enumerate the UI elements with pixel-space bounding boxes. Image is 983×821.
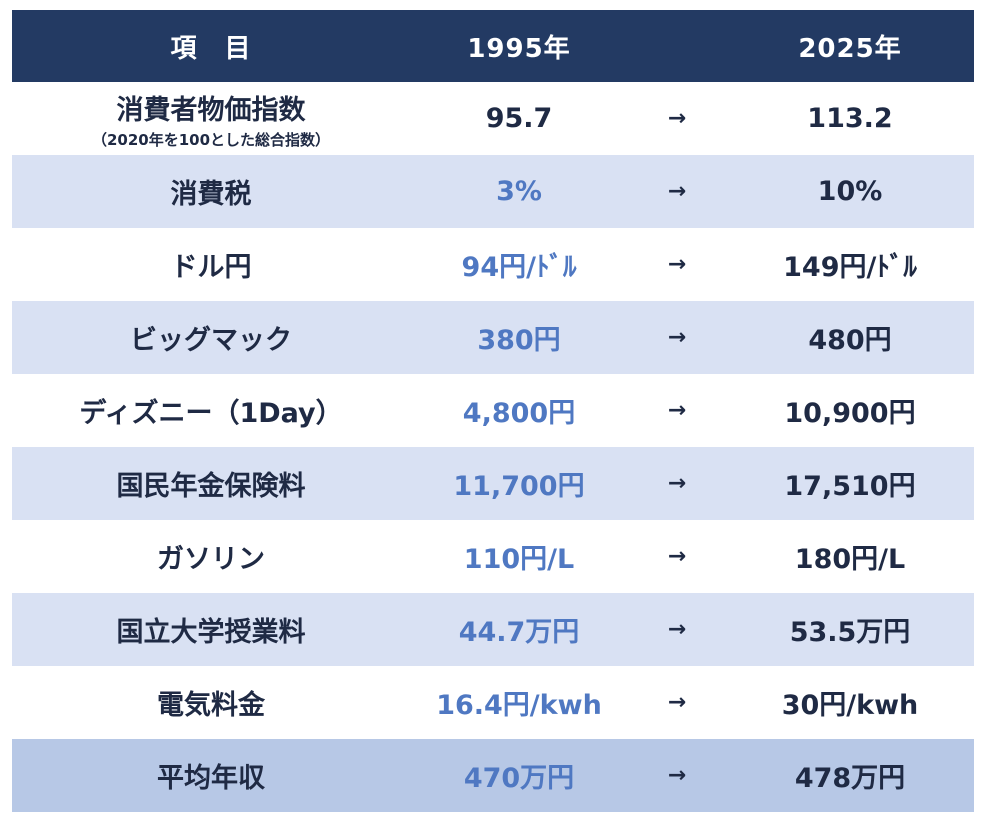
value-1995: 380円 xyxy=(477,325,561,356)
arrow: → xyxy=(667,544,687,569)
item-label: ビッグマック xyxy=(130,325,292,356)
arrow: → xyxy=(667,179,687,204)
value-2025: 478万円 xyxy=(794,763,906,794)
arrow: → xyxy=(667,252,687,277)
value-2025: 30円/kwh xyxy=(781,690,919,721)
item-cell: 消費者物価指数 （2020年を100とした総合指数） xyxy=(12,88,410,150)
arrow: → xyxy=(667,763,687,788)
table-row-disney: ディズニー（1Day） 4,800円 → 10,900円 xyxy=(12,374,974,447)
table-row-national-pension: 国民年金保険料 11,700円 → 17,510円 xyxy=(12,447,974,520)
value-2025: 10,900円 xyxy=(784,398,916,429)
table-row-average-income: 平均年収 470万円 → 478万円 xyxy=(12,739,974,812)
item-label: 平均年収 xyxy=(157,763,265,794)
arrow: → xyxy=(667,398,687,423)
value-2025: 17,510円 xyxy=(784,471,916,502)
arrow: → xyxy=(667,690,687,715)
value-1995: 95.7 xyxy=(485,103,553,134)
value-2025: 10% xyxy=(817,176,883,207)
value-1995: 44.7万円 xyxy=(458,617,580,648)
header-year-1995: 1995年 xyxy=(467,33,571,64)
item-label: 国立大学授業料 xyxy=(116,617,306,648)
table-row-consumption-tax: 消費税 3% → 10% xyxy=(12,155,974,228)
value-1995: 16.4円/kwh xyxy=(436,690,602,721)
item-label: 電気料金 xyxy=(157,690,265,721)
value-1995: 11,700円 xyxy=(453,471,585,502)
table-row-usd-jpy: ドル円 94円/ﾄﾞﾙ → 149円/ﾄﾞﾙ xyxy=(12,228,974,301)
item-label: ディズニー（1Day） xyxy=(79,398,343,429)
item-label: 消費税 xyxy=(170,179,252,210)
arrow: → xyxy=(667,471,687,496)
header-year-2025: 2025年 xyxy=(798,33,902,64)
value-1995: 94円/ﾄﾞﾙ xyxy=(461,252,577,283)
item-label: 国民年金保険料 xyxy=(116,471,306,502)
table-row-gasoline: ガソリン 110円/L → 180円/L xyxy=(12,520,974,593)
value-1995: 470万円 xyxy=(463,763,575,794)
value-1995: 3% xyxy=(496,176,542,207)
value-2025: 53.5万円 xyxy=(789,617,911,648)
table-header: 項 目 1995年 2025年 xyxy=(12,10,974,82)
table-row-cpi: 消費者物価指数 （2020年を100とした総合指数） 95.7 → 113.2 xyxy=(12,82,974,155)
value-2025: 113.2 xyxy=(807,103,893,134)
item-label: ドル円 xyxy=(170,252,252,283)
table-row-electricity: 電気料金 16.4円/kwh → 30円/kwh xyxy=(12,666,974,739)
arrow: → xyxy=(667,617,687,642)
item-label: ガソリン xyxy=(157,544,265,575)
item-sublabel: （2020年を100とした総合指数） xyxy=(91,130,331,149)
table-row-university-tuition: 国立大学授業料 44.7万円 → 53.5万円 xyxy=(12,593,974,666)
value-1995: 4,800円 xyxy=(462,398,576,429)
comparison-table: 項 目 1995年 2025年 消費者物価指数 （2020年を100とした総合指… xyxy=(12,10,974,812)
header-item: 項 目 xyxy=(170,33,252,64)
value-2025: 480円 xyxy=(808,325,892,356)
value-2025: 149円/ﾄﾞﾙ xyxy=(783,252,917,283)
item-label: 消費者物価指数 xyxy=(116,94,306,126)
arrow: → xyxy=(667,106,687,131)
table-row-big-mac: ビッグマック 380円 → 480円 xyxy=(12,301,974,374)
arrow: → xyxy=(667,325,687,350)
value-1995: 110円/L xyxy=(463,544,575,575)
value-2025: 180円/L xyxy=(794,544,906,575)
